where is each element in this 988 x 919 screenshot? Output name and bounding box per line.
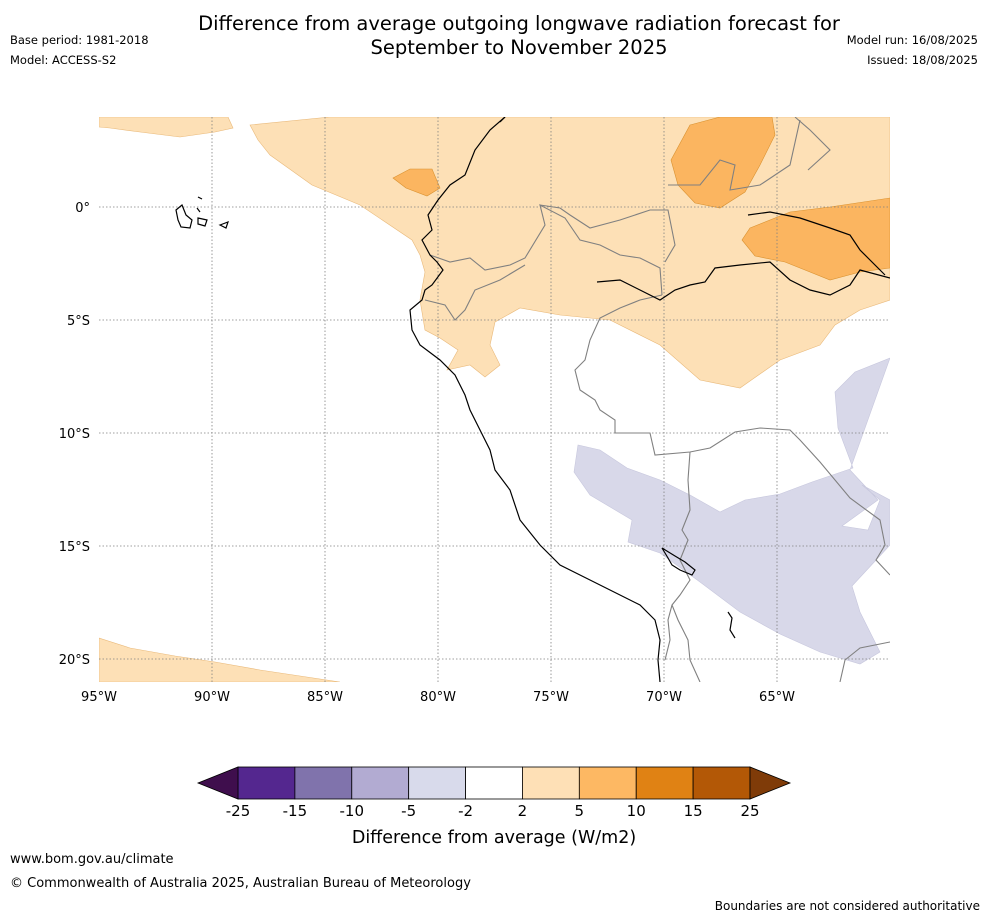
footer-boundaries-note: Boundaries are not considered authoritat… — [714, 899, 980, 913]
colorbar-tick-label: 25 — [740, 802, 759, 820]
meta-left: Base period: 1981-2018 Model: ACCESS-S2 — [10, 30, 149, 70]
lon-label-65w: 65°W — [759, 690, 795, 705]
galapagos-islands — [175, 196, 229, 229]
border-peru-brazil — [574, 294, 890, 576]
border-colombia-venezuela — [539, 204, 676, 263]
colorbar-tick-label: 15 — [684, 802, 703, 820]
colorbar-tick-label: -2 — [458, 802, 473, 820]
coastlines — [409, 117, 890, 682]
colorbar-segment — [408, 766, 466, 800]
title-line-1: Difference from average outgoing longwav… — [198, 12, 840, 35]
lon-label-80w: 80°W — [420, 690, 456, 705]
map-frame — [99, 117, 890, 682]
latitude-labels: 0° 5°S 10°S 15°S 20°S — [59, 201, 90, 668]
colorbar-segment — [237, 766, 296, 800]
colorbar-tick-label: -5 — [401, 802, 416, 820]
island-fernandina — [196, 207, 201, 213]
lat-label-20s: 20°S — [59, 653, 90, 668]
colorbar-segment — [692, 766, 751, 800]
island-pinta — [197, 196, 203, 200]
colorbar-extend-low — [196, 766, 239, 800]
border-bolivia-paraguay — [839, 641, 890, 682]
coastline-pacific — [409, 117, 661, 682]
lat-label-0: 0° — [75, 201, 90, 216]
model-run: Model run: 16/08/2025 — [846, 33, 978, 47]
colorbar-title: Difference from average (W/m2) — [352, 828, 636, 848]
model-name: Model: ACCESS-S2 — [10, 53, 117, 67]
colorbar: -25 -15 -10 -5 -2 2 5 10 15 25 Difference from av… — [196, 766, 792, 848]
border-ecuador-peru — [424, 264, 526, 321]
colorbar-segment — [351, 766, 410, 800]
island-isabela — [175, 204, 193, 229]
colorbar-segment — [578, 766, 637, 800]
colorbar-tick-label: 10 — [627, 802, 646, 820]
island-san-cristobal — [218, 220, 229, 229]
chart-title: Difference from average outgoing longwav… — [150, 12, 888, 60]
title-line-2: September to November 2025 — [370, 36, 668, 59]
colorbar-tick-label: -15 — [283, 802, 308, 820]
anomaly-region-northwest-corner — [99, 117, 234, 138]
lon-label-90w: 90°W — [194, 690, 230, 705]
anomaly-region-southwest-corner — [99, 637, 341, 682]
lake-titicaca — [661, 547, 696, 576]
longitude-labels: 95°W 90°W 85°W 80°W 75°W 70°W 65°W — [81, 690, 795, 705]
border-peru-bolivia — [671, 451, 701, 682]
colorbar-extend-high — [749, 766, 792, 800]
footer-url: www.bom.gov.au/climate — [10, 852, 174, 867]
anomaly-region-amazon-east — [741, 197, 890, 281]
meta-right: Model run: 16/08/2025 Issued: 18/08/2025 — [847, 30, 978, 70]
lon-label-95w: 95°W — [81, 690, 117, 705]
country-borders — [424, 117, 890, 682]
border-venezuela-brazil-north — [668, 119, 801, 191]
colorbar-segments — [196, 766, 792, 800]
colorbar-tick-label: 5 — [575, 802, 585, 820]
rivers-amazon — [596, 261, 890, 301]
base-period: Base period: 1981-2018 — [10, 33, 149, 47]
border-bolivia-chile — [664, 604, 673, 661]
lat-label-10s: 10°S — [59, 427, 90, 442]
coastline-caribbean — [499, 117, 506, 123]
rivers-negro — [747, 211, 886, 276]
colorbar-tick-label: -10 — [340, 802, 365, 820]
border-venezuela-guyana — [794, 117, 831, 171]
anomaly-region-colombia-coast — [392, 168, 441, 197]
colorbar-segment — [294, 766, 353, 800]
lake-poopo — [727, 611, 736, 639]
colorbar-segment — [465, 766, 523, 800]
footer-copyright: © Commonwealth of Australia 2025, Austra… — [10, 876, 471, 891]
colorbar-tick-label: -25 — [226, 802, 251, 820]
colorbar-tick-label: 2 — [518, 802, 528, 820]
lon-label-75w: 75°W — [533, 690, 569, 705]
colorbar-segment — [522, 766, 580, 800]
island-santa-cruz — [197, 217, 208, 227]
colorbar-segment — [635, 766, 694, 800]
issued-date: Issued: 18/08/2025 — [867, 53, 978, 67]
anomaly-minus-5-to-minus-2 — [573, 357, 890, 665]
lon-label-70w: 70°W — [646, 690, 682, 705]
graticule — [99, 117, 890, 682]
colorbar-ticks: -25 -15 -10 -5 -2 2 5 10 15 25 — [226, 802, 760, 820]
lat-label-15s: 15°S — [59, 540, 90, 555]
lon-label-85w: 85°W — [307, 690, 343, 705]
lat-label-5s: 5°S — [67, 314, 90, 329]
